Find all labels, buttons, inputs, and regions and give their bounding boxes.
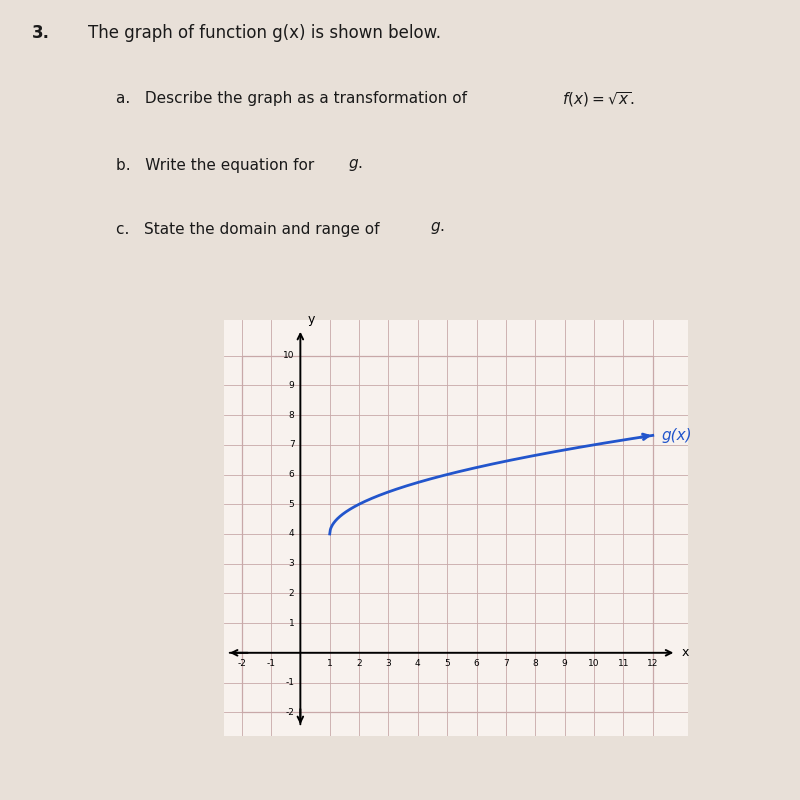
Text: y: y [308,313,315,326]
Text: 5: 5 [289,500,294,509]
Text: 10: 10 [588,658,600,668]
Text: -1: -1 [266,658,275,668]
Text: 2: 2 [289,589,294,598]
Text: $g$.: $g$. [348,157,363,173]
Text: 9: 9 [289,381,294,390]
Text: 3: 3 [289,559,294,568]
Text: 5: 5 [444,658,450,668]
Text: 8: 8 [289,410,294,419]
Text: 9: 9 [562,658,567,668]
Text: 2: 2 [356,658,362,668]
Text: 1: 1 [289,618,294,627]
Text: 6: 6 [289,470,294,479]
Text: 11: 11 [618,658,629,668]
Text: g(x): g(x) [662,428,692,443]
Text: 7: 7 [503,658,509,668]
Text: 4: 4 [415,658,421,668]
Text: 6: 6 [474,658,479,668]
Text: b.   Write the equation for: b. Write the equation for [116,158,319,173]
Text: 3: 3 [386,658,391,668]
Text: -1: -1 [286,678,294,687]
Text: 3.: 3. [32,24,50,42]
Text: $g$.: $g$. [430,220,446,237]
Text: 8: 8 [533,658,538,668]
Text: The graph of function g(x) is shown below.: The graph of function g(x) is shown belo… [88,24,441,42]
Text: 12: 12 [647,658,658,668]
Text: 10: 10 [283,351,294,360]
Text: $f(x) = \sqrt{x}$.: $f(x) = \sqrt{x}$. [562,90,635,109]
Text: 1: 1 [327,658,333,668]
Text: x: x [682,646,690,659]
Text: 4: 4 [289,530,294,538]
Text: -2: -2 [237,658,246,668]
Text: a.   Describe the graph as a transformation of: a. Describe the graph as a transformatio… [116,91,472,106]
Text: c.   State the domain and range of: c. State the domain and range of [116,222,384,237]
Text: 7: 7 [289,440,294,450]
Text: -2: -2 [286,708,294,717]
